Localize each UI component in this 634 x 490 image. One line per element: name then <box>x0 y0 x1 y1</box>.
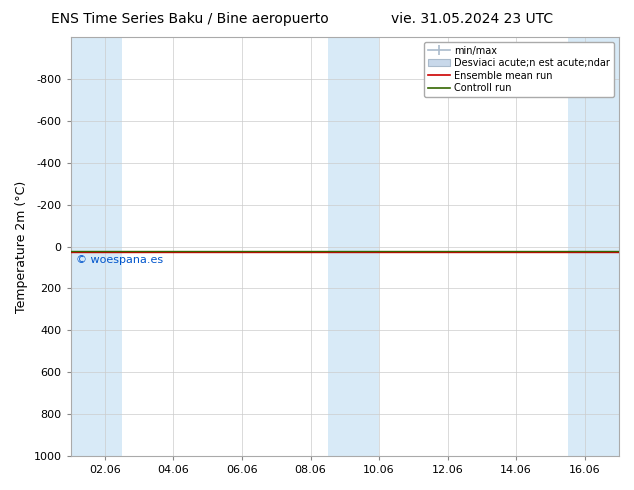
Bar <box>70 37 122 456</box>
Bar <box>567 37 619 456</box>
Bar <box>328 37 379 456</box>
Text: vie. 31.05.2024 23 UTC: vie. 31.05.2024 23 UTC <box>391 12 553 26</box>
Text: ENS Time Series Baku / Bine aeropuerto: ENS Time Series Baku / Bine aeropuerto <box>51 12 329 26</box>
Y-axis label: Temperature 2m (°C): Temperature 2m (°C) <box>15 180 28 313</box>
Text: © woespana.es: © woespana.es <box>75 255 163 265</box>
Legend: min/max, Desviaci acute;n est acute;ndar, Ensemble mean run, Controll run: min/max, Desviaci acute;n est acute;ndar… <box>424 42 614 97</box>
